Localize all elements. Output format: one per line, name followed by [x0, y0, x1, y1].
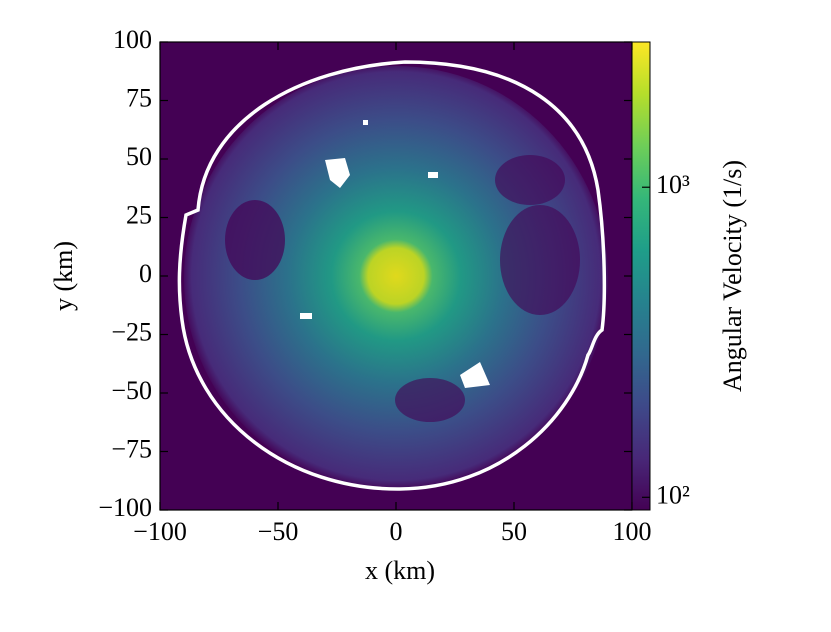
- colorbar: [631, 41, 651, 511]
- y-tick-label: −100: [98, 493, 152, 522]
- y-tick-label: −75: [111, 434, 152, 463]
- x-tick-label: 100: [613, 517, 652, 546]
- y-tick-label: 0: [139, 259, 152, 288]
- x-tick-label: 50: [501, 517, 527, 546]
- x-tick-label: −100: [133, 517, 187, 546]
- x-axis-label: x (km): [365, 556, 435, 585]
- y-tick-label: 50: [126, 142, 152, 171]
- colorbar-tick-label: 10³: [656, 170, 690, 199]
- heatmap-field: [160, 42, 632, 510]
- y-tick-label: 25: [126, 200, 152, 229]
- y-tick-label: −25: [111, 317, 152, 346]
- y-tick-label: 75: [126, 83, 152, 112]
- colorbar-label: Angular Velocity (1/s): [718, 160, 747, 392]
- colorbar-tick-label: 10²: [656, 480, 690, 509]
- y-tick-label: −50: [111, 376, 152, 405]
- x-tick-label: 0: [390, 517, 403, 546]
- y-tick-label: 100: [113, 25, 152, 54]
- x-tick-label: −50: [258, 517, 299, 546]
- y-axis-label: y (km): [49, 241, 78, 311]
